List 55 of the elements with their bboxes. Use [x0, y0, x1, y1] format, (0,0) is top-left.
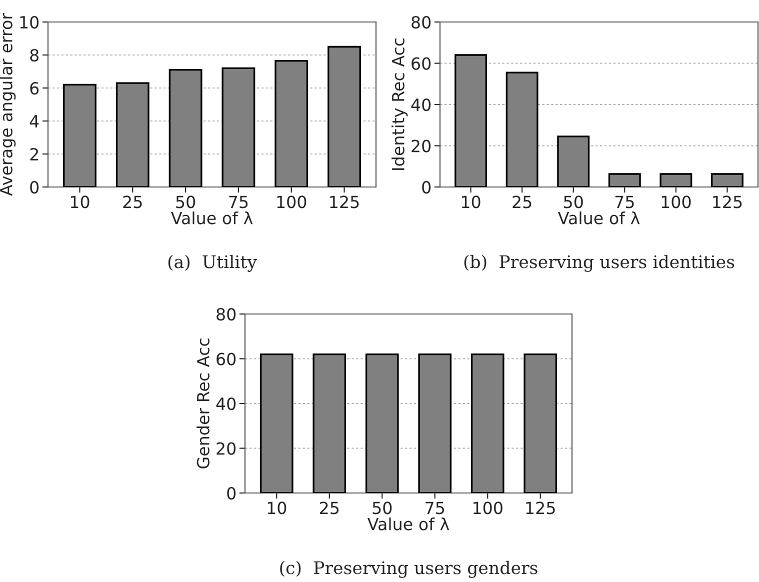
y-tick-label: 0: [227, 486, 236, 500]
x-tick-label: 100: [474, 502, 502, 514]
x-tick-label: 50: [176, 196, 196, 208]
y-tick-label: 80: [412, 16, 431, 29]
y-tick-label: 2: [30, 148, 38, 160]
x-axis-title: Value of λ: [558, 211, 640, 224]
x-tick-label: 10: [462, 196, 480, 208]
y-axis-title: Average angular error: [0, 13, 16, 196]
bar: [63, 84, 96, 187]
bar: [274, 60, 308, 187]
bar: [116, 82, 150, 187]
bar: [454, 54, 487, 187]
y-tick-label: 60: [412, 57, 431, 70]
y-axis-title: Identity Rec Acc: [392, 38, 408, 170]
y-tick-label: 20: [412, 140, 431, 152]
text: (b) Preserving users identities: [464, 254, 734, 272]
x-tick-label: 125: [526, 502, 555, 514]
x-axis-title: Value of λ: [170, 211, 253, 224]
x-tick-label: 25: [320, 502, 339, 514]
y-tick-label: 40: [216, 397, 236, 410]
x-tick-label: 10: [268, 502, 286, 514]
bar: [608, 173, 641, 187]
bar: [711, 173, 744, 187]
bar: [222, 67, 256, 187]
x-tick-label: 75: [229, 196, 248, 208]
x-tick-label: 75: [426, 502, 444, 514]
y-tick-label: 60: [216, 352, 236, 366]
x-tick-label: 10: [70, 196, 90, 208]
bar: [168, 69, 202, 187]
y-tick-label: 40: [411, 98, 431, 112]
bar: [506, 72, 538, 187]
x-tick-label: 100: [277, 196, 306, 208]
y-tick-label: 20: [216, 442, 236, 455]
y-tick-label: 0: [422, 180, 431, 194]
x-tick-label: 125: [330, 196, 359, 208]
y-tick-label: 8: [30, 48, 39, 62]
bar: [328, 46, 361, 187]
x-tick-label: 100: [662, 196, 691, 208]
y-axis-title: Gender Rec Acc: [196, 338, 210, 468]
x-tick-label: 50: [372, 502, 392, 514]
x-tick-label: 125: [713, 196, 742, 208]
x-tick-label: 50: [564, 196, 583, 208]
x-tick-label: 75: [615, 196, 634, 208]
bar: [557, 136, 590, 187]
text: (c) Preserving users genders: [280, 560, 538, 578]
y-tick-label: 10: [20, 16, 39, 29]
y-tick-label: 0: [30, 180, 39, 194]
text: (a) Utility: [168, 254, 257, 272]
bar: [660, 173, 692, 187]
x-tick-label: 25: [123, 196, 142, 208]
x-axis-title: Value of λ: [367, 517, 450, 530]
y-tick-label: 4: [30, 115, 39, 128]
y-tick-label: 6: [30, 82, 39, 95]
x-tick-label: 25: [512, 196, 532, 208]
y-tick-label: 80: [216, 308, 236, 321]
